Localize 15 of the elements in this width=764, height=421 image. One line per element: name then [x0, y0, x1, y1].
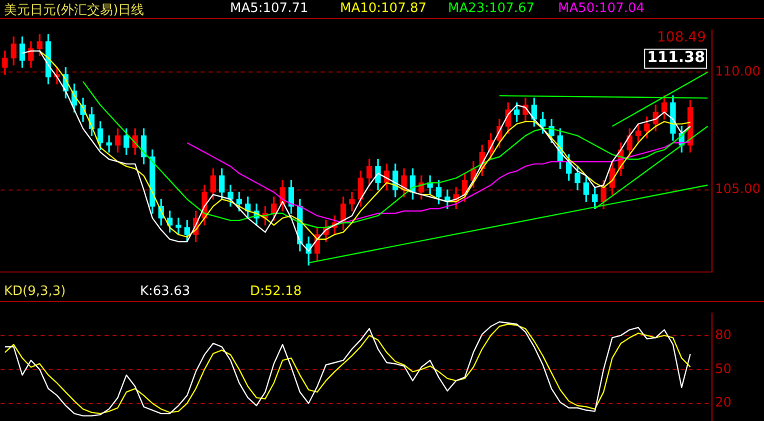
y-tick-label: 50 [715, 362, 732, 377]
text: MA10:107.87 [340, 1, 427, 16]
text: MA23:107.67 [448, 1, 535, 16]
text: MA5:107.71 [230, 1, 308, 16]
chart-title: KD(9,3,3) [4, 284, 66, 299]
y-tick-label: 105.00 [715, 182, 760, 198]
annotation: 111.38 [647, 48, 706, 66]
y-tick-label: 20 [715, 396, 732, 411]
text: D:52.18 [250, 284, 302, 299]
chart-title: 美元日元(外汇交易)日线 [4, 2, 144, 19]
annotation: 108.49 [657, 29, 706, 46]
y-tick-label: 80 [715, 328, 732, 343]
y-tick-label: 110.00 [715, 64, 760, 80]
text: K:63.63 [140, 284, 190, 299]
text: MA50:107.04 [558, 1, 645, 16]
